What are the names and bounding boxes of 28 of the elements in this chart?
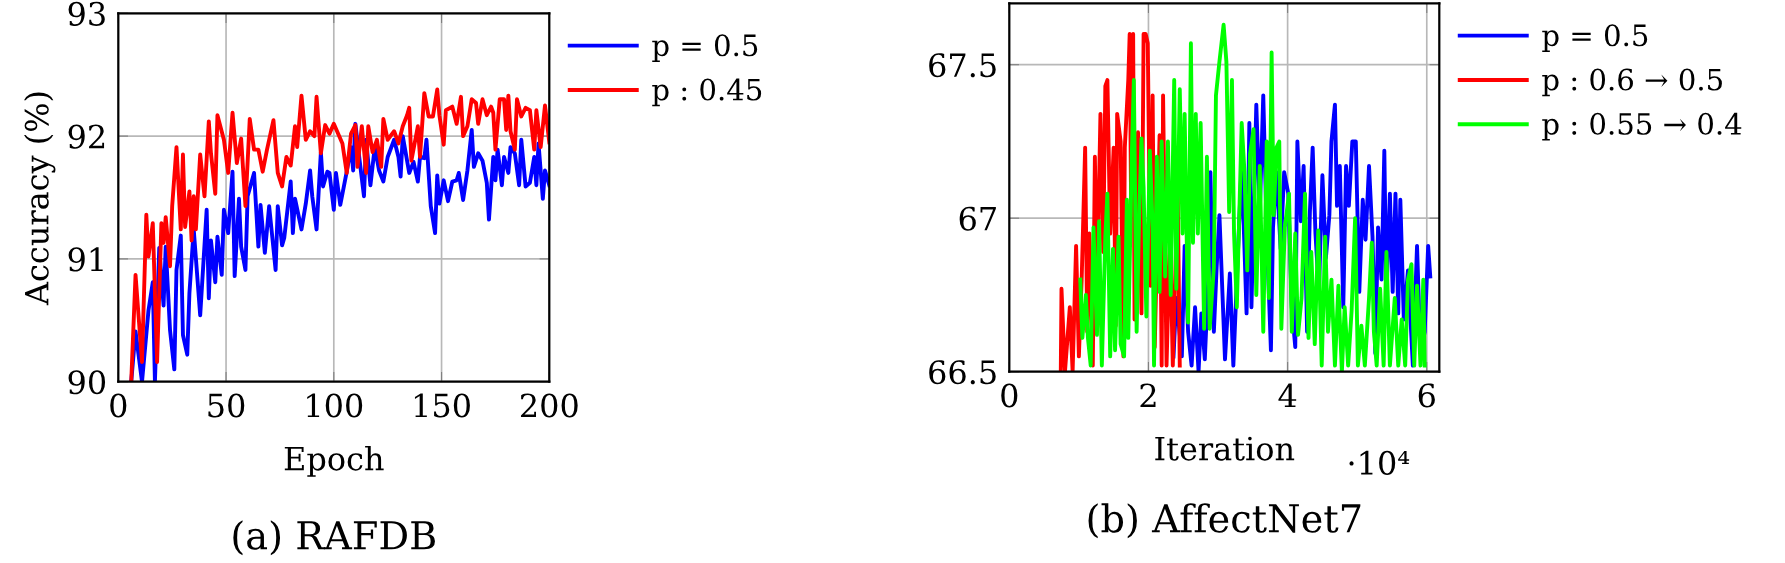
x-tick-label: 6 xyxy=(1418,383,1435,408)
y-tick-label: 67.5 xyxy=(929,53,996,78)
x-tick-label: 200 xyxy=(520,393,578,418)
y-tick-label: 90 xyxy=(68,370,106,395)
y-tick-label: 93 xyxy=(68,1,105,26)
legend-label: p : 0.55 → 0.4 xyxy=(1542,112,1742,141)
legend-label: p : 0.6 → 0.5 xyxy=(1542,68,1722,97)
text: ·10⁴ xyxy=(1349,450,1410,475)
x-tick-label: 2 xyxy=(1140,383,1156,408)
x-tick-label: 0 xyxy=(110,393,127,418)
y-tick-label: 67 xyxy=(959,206,996,231)
x-tick-label: 150 xyxy=(414,393,470,418)
x-tick-label: 100 xyxy=(307,393,363,418)
text: (b) AffectNet7 xyxy=(1088,503,1361,539)
line-series xyxy=(1078,22,1427,372)
y-tick-label: 91 xyxy=(68,247,103,272)
x-tick-label: 50 xyxy=(208,393,245,418)
legend-label: p = 0.5 xyxy=(652,34,758,62)
legend-label: p : 0.45 xyxy=(652,78,762,107)
x-tick-label: 4 xyxy=(1278,383,1297,408)
y-tick-label: 66.5 xyxy=(929,360,996,385)
x-axis-title: Epoch xyxy=(284,445,384,477)
x-tick-label: 0 xyxy=(1001,383,1018,408)
text: (a) RAFDB xyxy=(233,520,435,556)
y-axis-title: Accuracy (%) xyxy=(24,92,56,306)
y-tick-label: 92 xyxy=(68,124,105,149)
legend-label: p = 0.5 xyxy=(1542,24,1648,52)
x-axis-title: Iteration xyxy=(1155,436,1295,461)
